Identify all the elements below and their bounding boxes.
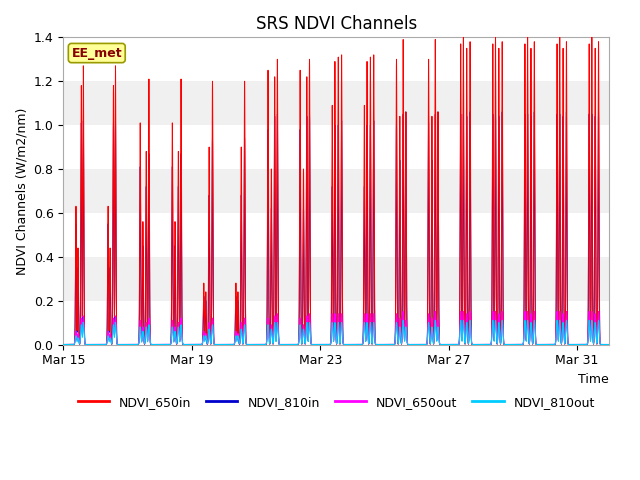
Bar: [63, 300, 609, 345]
Bar: [63, 37, 609, 81]
Bar: [63, 169, 609, 213]
Legend: NDVI_650in, NDVI_810in, NDVI_650out, NDVI_810out: NDVI_650in, NDVI_810in, NDVI_650out, NDV…: [72, 391, 600, 414]
Y-axis label: NDVI Channels (W/m2/nm): NDVI Channels (W/m2/nm): [15, 107, 28, 275]
Title: SRS NDVI Channels: SRS NDVI Channels: [255, 15, 417, 33]
Bar: [63, 81, 609, 125]
Text: EE_met: EE_met: [72, 47, 122, 60]
Bar: [63, 125, 609, 169]
Bar: [63, 257, 609, 300]
Bar: [63, 213, 609, 257]
X-axis label: Time: Time: [579, 373, 609, 386]
